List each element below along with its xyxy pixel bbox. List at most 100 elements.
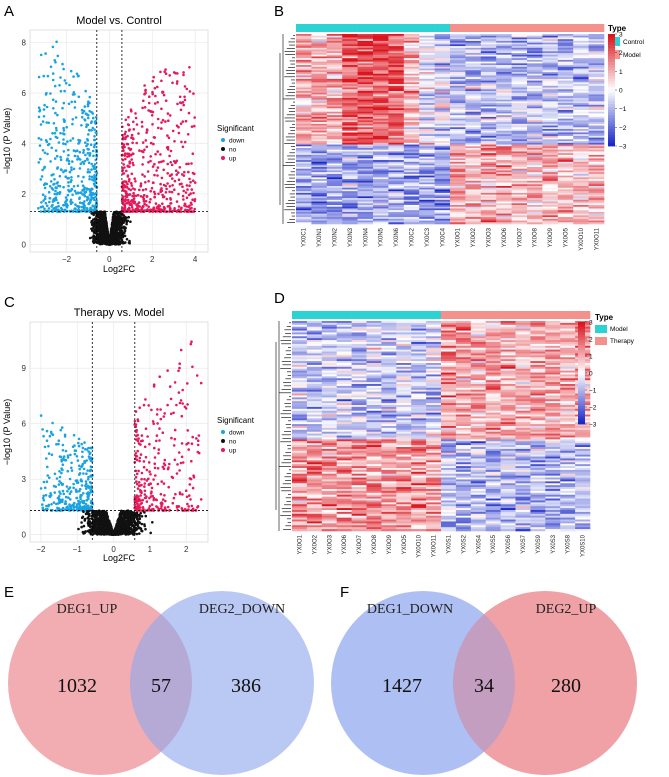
heatmap-cell: [496, 46, 512, 49]
heatmap-cell: [557, 53, 574, 56]
point-down: [60, 467, 63, 470]
point-down: [83, 441, 86, 444]
point-down: [37, 161, 41, 164]
heatmap-cell: [542, 59, 559, 62]
heatmap-cell: [388, 44, 405, 47]
heatmap-cell: [450, 34, 466, 37]
point-up: [182, 189, 185, 193]
point-up: [173, 437, 177, 441]
point-down: [76, 459, 80, 462]
heatmap-cell: [588, 39, 605, 42]
heatmap-cell: [557, 89, 574, 92]
point-no: [100, 242, 104, 246]
heatmap-cell: [342, 56, 358, 59]
point-down: [66, 193, 70, 197]
point-up: [193, 116, 196, 119]
heatmap-cell: [311, 72, 328, 75]
point-no: [91, 212, 95, 215]
point-up: [140, 477, 143, 481]
heatmap-cell: [527, 56, 543, 59]
point-up: [177, 178, 181, 181]
point-up: [192, 476, 196, 479]
point-down: [89, 451, 92, 455]
heatmap-cell: [480, 40, 497, 43]
legend-dot-no: [221, 439, 225, 443]
point-down: [67, 487, 70, 491]
legend-label-down: down: [229, 138, 245, 145]
point-down: [45, 204, 49, 208]
point-no: [143, 524, 146, 528]
heatmap-cell: [542, 77, 559, 80]
point-up: [122, 149, 125, 152]
point-down: [43, 165, 46, 169]
heatmap-cell: [480, 66, 497, 69]
heatmap-cell: [573, 34, 589, 37]
point-down: [72, 433, 76, 437]
point-down: [45, 429, 49, 433]
point-up: [170, 173, 174, 176]
heatmap-cell: [373, 63, 389, 66]
point-down: [65, 485, 69, 488]
heatmap-cell: [296, 91, 312, 94]
point-no: [149, 531, 152, 535]
point-no: [116, 227, 120, 230]
point-up: [183, 98, 187, 102]
point-down: [73, 444, 76, 447]
heatmap-cell: [480, 91, 497, 94]
point-down: [43, 151, 47, 155]
point-up: [157, 126, 160, 130]
point-up: [186, 429, 190, 432]
point-no: [144, 527, 147, 531]
point-down: [37, 137, 41, 140]
heatmap-cell: [311, 56, 328, 59]
point-up: [123, 152, 127, 155]
point-up: [136, 433, 139, 437]
point-down: [78, 167, 82, 170]
heatmap-cell: [496, 77, 512, 80]
point-no: [109, 525, 112, 529]
point-up: [153, 192, 157, 196]
point-up: [182, 198, 185, 201]
point-up: [148, 95, 151, 98]
point-up: [166, 505, 170, 509]
point-up: [167, 136, 171, 140]
heatmap-cell: [326, 63, 343, 66]
y-tick-label: 0: [22, 531, 27, 540]
point-up: [152, 206, 156, 209]
heatmap-cell: [496, 56, 512, 59]
point-up: [153, 173, 156, 177]
point-no: [82, 532, 85, 535]
point-down: [51, 72, 55, 75]
point-down: [91, 149, 95, 153]
heatmap-cell: [511, 85, 528, 88]
heatmap-cell: [557, 47, 574, 50]
point-no: [88, 236, 92, 240]
heatmap-cell: [342, 89, 358, 92]
point-up: [149, 473, 152, 476]
point-down: [82, 148, 85, 152]
heatmap-cell: [527, 59, 543, 62]
point-up: [133, 201, 136, 205]
point-no: [122, 225, 126, 229]
point-up: [175, 403, 178, 407]
heatmap-cell: [357, 65, 374, 68]
point-up: [172, 71, 176, 74]
heatmap-cell: [403, 84, 420, 87]
point-down: [57, 495, 61, 498]
y-tick-label: 6: [22, 89, 27, 98]
point-up: [135, 141, 138, 145]
heatmap-cell: [403, 37, 420, 40]
point-down: [53, 178, 56, 181]
annotation-bar-control: [326, 24, 343, 32]
heatmap-cell: [311, 70, 328, 73]
heatmap-cell: [434, 37, 451, 40]
heatmap-cell: [450, 58, 466, 61]
heatmap-cell: [373, 84, 389, 87]
point-up: [152, 142, 155, 146]
point-up: [181, 185, 184, 188]
point-up: [141, 498, 144, 502]
point-down: [95, 142, 98, 145]
point-down: [88, 152, 92, 155]
heatmap-cell: [557, 70, 574, 73]
point-up: [144, 88, 147, 92]
